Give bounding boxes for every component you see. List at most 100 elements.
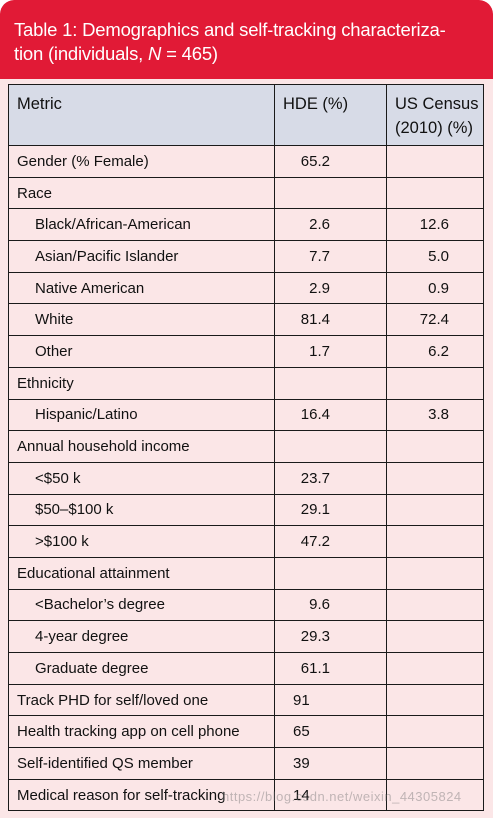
row-census-value: 5.0: [386, 240, 484, 273]
table-row: White 81.4 72.4: [8, 303, 484, 337]
table-row: Black/African-American 2.6 12.6: [8, 208, 484, 242]
row-hde-value: 65: [274, 715, 387, 749]
row-label: Self-identified QS member: [8, 747, 275, 780]
row-hde-value: 23.7: [274, 461, 387, 495]
table-row: Native American 2.9 0.9: [8, 271, 484, 305]
row-census-value: [386, 556, 484, 590]
title-variable-n: N: [148, 43, 162, 64]
table-row: $50–$100 k 29.1: [8, 493, 484, 527]
table-row: Self-identified QS member 39: [8, 747, 484, 780]
row-census-value: [386, 461, 484, 495]
row-label: Gender (% Female): [8, 145, 275, 178]
row-hde-value: [274, 556, 387, 590]
header-metric: Metric: [8, 84, 275, 146]
row-hde-value: 7.7: [274, 240, 387, 273]
title-line-2-suffix: = 465): [161, 43, 218, 64]
row-label: Race: [8, 176, 275, 210]
table-row: Other 1.7 6.2: [8, 335, 484, 368]
row-hde-value: 1.7: [274, 335, 387, 368]
row-hde-value: 14: [274, 778, 387, 812]
row-census-value: [386, 652, 484, 685]
row-hde-value: 61.1: [274, 652, 387, 685]
table-row: Asian/Pacific Islander 7.7 5.0: [8, 240, 484, 273]
title-line-1: Table 1: Demographics and self-tracking …: [14, 19, 446, 40]
row-hde-value: [274, 430, 387, 463]
table-row: Medical reason for self-tracking 14: [8, 778, 484, 812]
row-census-value: [386, 747, 484, 780]
table-row: >$100 k 47.2: [8, 525, 484, 558]
row-label: Black/African-American: [8, 208, 275, 242]
row-hde-value: 65.2: [274, 145, 387, 178]
row-census-value: [386, 588, 484, 622]
table-title: Table 1: Demographics and self-tracking …: [14, 18, 484, 66]
row-hde-value: 9.6: [274, 588, 387, 622]
row-label: Asian/Pacific Islander: [8, 240, 275, 273]
row-label: <Bachelor’s degree: [8, 588, 275, 622]
row-label: Educational attainment: [8, 556, 275, 590]
row-label: Ethnicity: [8, 366, 275, 400]
table-header-row: Metric HDE (%) US Census (2010) (%): [8, 84, 484, 146]
table-row: Hispanic/Latino 16.4 3.8: [8, 398, 484, 432]
table-row: Graduate degree 61.1: [8, 652, 484, 685]
table-row: Track PHD for self/loved one 91: [8, 683, 484, 717]
table-row: <$50 k 23.7: [8, 461, 484, 495]
table-row: Health tracking app on cell phone 65: [8, 715, 484, 749]
row-hde-value: 81.4: [274, 303, 387, 337]
row-label: <$50 k: [8, 461, 275, 495]
row-hde-value: [274, 176, 387, 210]
row-label: >$100 k: [8, 525, 275, 558]
row-label: Annual household income: [8, 430, 275, 463]
table-row: Educational attainment: [8, 556, 484, 590]
table-row: Gender (% Female) 65.2: [8, 145, 484, 178]
row-census-value: [386, 715, 484, 749]
row-label: 4-year degree: [8, 620, 275, 653]
title-bar: Table 1: Demographics and self-tracking …: [0, 0, 493, 79]
row-census-value: [386, 683, 484, 717]
watermark: https://blog.csdn.net/weixin_44305824: [222, 789, 462, 804]
row-census-value: [386, 493, 484, 527]
table-row: Ethnicity: [8, 366, 484, 400]
row-census-value: 3.8: [386, 398, 484, 432]
row-hde-value: 29.1: [274, 493, 387, 527]
row-hde-value: [274, 366, 387, 400]
table-body: Gender (% Female) 65.2 Race Black/African-A…: [8, 145, 484, 812]
demographics-table: Metric HDE (%) US Census (2010) (%) Gende…: [8, 84, 484, 812]
row-census-value: 6.2: [386, 335, 484, 368]
row-label: Hispanic/Latino: [8, 398, 275, 432]
row-hde-value: 47.2: [274, 525, 387, 558]
row-label: Other: [8, 335, 275, 368]
row-census-value: [386, 145, 484, 178]
row-census-value: 72.4: [386, 303, 484, 337]
header-census-line-1: US Census: [395, 95, 479, 113]
row-label: White: [8, 303, 275, 337]
row-label: Medical reason for self-tracking: [8, 778, 275, 812]
row-hde-value: 2.6: [274, 208, 387, 242]
row-hde-value: 91: [274, 683, 387, 717]
row-hde-value: 16.4: [274, 398, 387, 432]
table-row: 4-year degree 29.3: [8, 620, 484, 653]
row-hde-value: 2.9: [274, 271, 387, 305]
row-census-value: [386, 430, 484, 463]
header-census-line-2: (2010) (%): [395, 119, 473, 137]
table-row: Race: [8, 176, 484, 210]
row-census-value: [386, 525, 484, 558]
row-hde-value: 39: [274, 747, 387, 780]
row-hde-value: 29.3: [274, 620, 387, 653]
row-label: Graduate degree: [8, 652, 275, 685]
row-label: $50–$100 k: [8, 493, 275, 527]
table-row: <Bachelor’s degree 9.6: [8, 588, 484, 622]
row-label: Native American: [8, 271, 275, 305]
row-census-value: [386, 366, 484, 400]
row-census-value: [386, 778, 484, 812]
header-hde: HDE (%): [274, 84, 387, 146]
table-row: Annual household income: [8, 430, 484, 463]
row-label: Health tracking app on cell phone: [8, 715, 275, 749]
row-census-value: 0.9: [386, 271, 484, 305]
row-label: Track PHD for self/loved one: [8, 683, 275, 717]
row-census-value: [386, 620, 484, 653]
row-census-value: [386, 176, 484, 210]
title-line-2-prefix: tion (individuals,: [14, 43, 148, 64]
header-census: US Census (2010) (%): [386, 84, 484, 146]
row-census-value: 12.6: [386, 208, 484, 242]
